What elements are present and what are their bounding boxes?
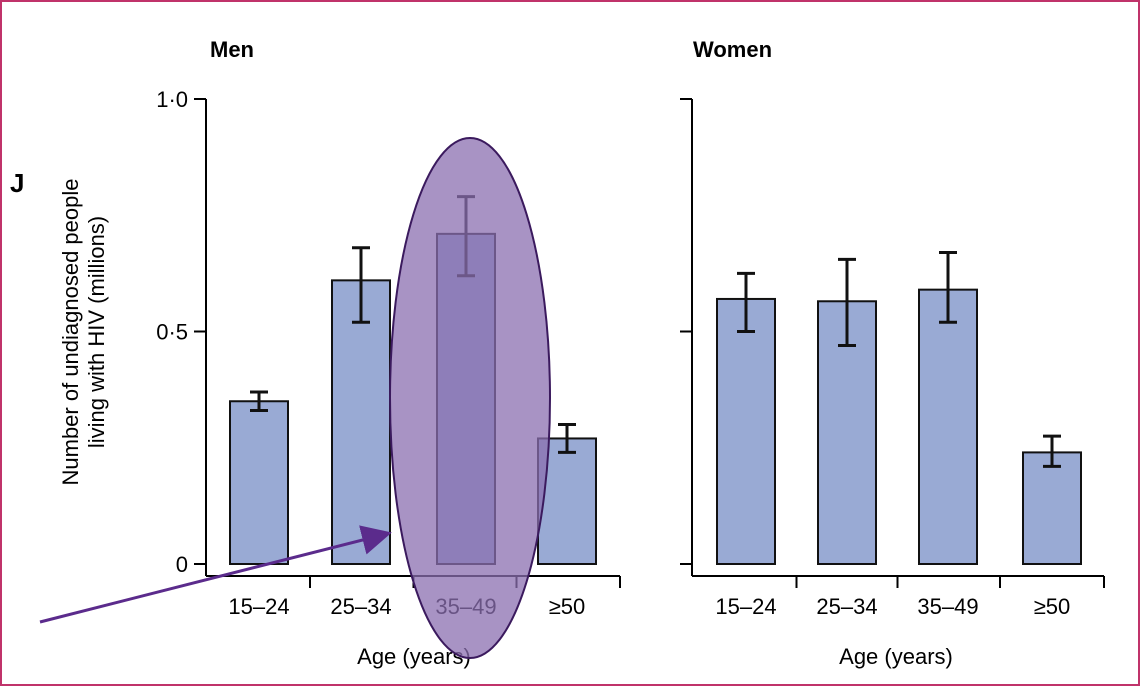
women-bar-≥50 xyxy=(1022,451,1082,565)
men-y-tick-label: 0·5 xyxy=(156,320,188,345)
women-panel-title: Women xyxy=(693,37,772,62)
women-x-tick-label: 15–24 xyxy=(715,594,776,619)
pointer-arrow xyxy=(39,525,392,624)
women-bar-15–24 xyxy=(716,297,776,565)
y-axis-label-line2: living with HIV (millions) xyxy=(84,216,109,448)
men-y-tick-label: 0 xyxy=(176,552,188,577)
men-bar-25–34 xyxy=(331,279,391,565)
women-x-tick-label: 35–49 xyxy=(917,594,978,619)
men-y-tick-label: 1·0 xyxy=(156,87,188,112)
women-bar-35–49 xyxy=(918,288,978,565)
panel-letter: J xyxy=(10,168,24,198)
men-x-tick-label: 15–24 xyxy=(228,594,289,619)
women-panel: 15–24 25–34 35–49 ≥50 xyxy=(680,98,1105,619)
men-bar-15–24 xyxy=(229,400,289,565)
men-x-tick-label: 25–34 xyxy=(330,594,391,619)
women-x-axis-label: Age (years) xyxy=(839,644,953,669)
y-axis-label-line1: Number of undiagnosed people xyxy=(58,178,83,485)
highlight-overlay xyxy=(39,137,551,659)
men-x-tick-label: ≥50 xyxy=(549,594,586,619)
women-x-tick-label: 25–34 xyxy=(816,594,877,619)
women-x-tick-label: ≥50 xyxy=(1034,594,1071,619)
highlight-ellipse xyxy=(389,137,551,659)
men-panel-title: Men xyxy=(210,37,254,62)
